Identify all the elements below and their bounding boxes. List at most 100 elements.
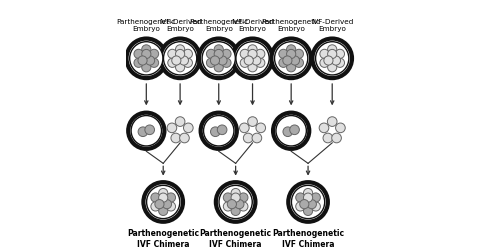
Circle shape <box>275 43 308 76</box>
Circle shape <box>134 59 143 68</box>
Circle shape <box>141 64 151 73</box>
Circle shape <box>328 50 337 59</box>
Circle shape <box>176 64 185 73</box>
Circle shape <box>223 202 233 211</box>
Circle shape <box>159 193 168 202</box>
Circle shape <box>128 113 165 149</box>
Circle shape <box>313 39 352 79</box>
Circle shape <box>304 189 313 198</box>
Circle shape <box>235 200 244 209</box>
Circle shape <box>231 189 240 198</box>
Circle shape <box>162 200 172 209</box>
Circle shape <box>145 125 154 135</box>
Circle shape <box>283 57 292 66</box>
Circle shape <box>171 134 180 143</box>
Circle shape <box>141 46 151 55</box>
Circle shape <box>211 57 219 66</box>
Circle shape <box>159 206 168 216</box>
Circle shape <box>231 193 240 202</box>
Circle shape <box>332 134 341 143</box>
Circle shape <box>127 39 166 79</box>
Circle shape <box>316 43 349 76</box>
Circle shape <box>151 193 160 202</box>
Circle shape <box>146 186 180 219</box>
Circle shape <box>176 117 185 127</box>
Circle shape <box>294 59 304 68</box>
Circle shape <box>256 59 265 68</box>
Circle shape <box>247 117 257 127</box>
Circle shape <box>231 206 240 216</box>
Circle shape <box>222 59 231 68</box>
Circle shape <box>143 182 183 222</box>
Text: Parthenogenetic
IVF Chimera: Parthenogenetic IVF Chimera <box>127 228 199 248</box>
Circle shape <box>214 50 223 59</box>
Circle shape <box>323 134 333 143</box>
Circle shape <box>279 59 288 68</box>
Circle shape <box>283 128 293 137</box>
Circle shape <box>311 202 320 211</box>
Circle shape <box>183 59 192 68</box>
Circle shape <box>207 50 215 59</box>
Circle shape <box>248 64 257 73</box>
Circle shape <box>141 50 151 59</box>
Circle shape <box>324 57 333 66</box>
Circle shape <box>204 116 234 146</box>
Circle shape <box>214 64 223 73</box>
Circle shape <box>256 50 265 59</box>
Circle shape <box>160 39 200 79</box>
Circle shape <box>166 202 176 211</box>
Circle shape <box>276 116 306 146</box>
Circle shape <box>240 59 249 68</box>
Circle shape <box>248 46 257 55</box>
Circle shape <box>219 186 252 219</box>
Text: Parthenogenetic
IVF Chimera: Parthenogenetic IVF Chimera <box>200 228 272 248</box>
Circle shape <box>335 59 345 68</box>
Circle shape <box>179 134 189 143</box>
Circle shape <box>166 193 176 202</box>
Circle shape <box>149 50 159 59</box>
Circle shape <box>155 200 164 209</box>
Circle shape <box>159 189 168 198</box>
Circle shape <box>168 59 177 68</box>
Circle shape <box>217 125 227 135</box>
Circle shape <box>335 50 345 59</box>
Circle shape <box>222 50 231 59</box>
Circle shape <box>167 123 176 133</box>
Circle shape <box>286 46 296 55</box>
Circle shape <box>134 50 143 59</box>
Circle shape <box>291 186 325 219</box>
Circle shape <box>239 202 248 211</box>
Circle shape <box>201 113 237 149</box>
Circle shape <box>216 182 255 222</box>
Text: Parthenogenetic
Embryo: Parthenogenetic Embryo <box>117 19 176 32</box>
Circle shape <box>304 193 313 202</box>
Circle shape <box>164 43 197 76</box>
Circle shape <box>296 202 305 211</box>
Circle shape <box>149 59 159 68</box>
Circle shape <box>239 193 248 202</box>
Circle shape <box>240 123 249 133</box>
Circle shape <box>227 200 237 209</box>
Circle shape <box>290 125 299 135</box>
Circle shape <box>214 46 223 55</box>
Circle shape <box>223 193 233 202</box>
Circle shape <box>131 116 162 146</box>
Circle shape <box>236 43 269 76</box>
Circle shape <box>311 193 320 202</box>
Circle shape <box>252 134 262 143</box>
Circle shape <box>286 64 296 73</box>
Circle shape <box>296 193 305 202</box>
Circle shape <box>151 202 160 211</box>
Circle shape <box>286 50 296 59</box>
Circle shape <box>294 50 304 59</box>
Circle shape <box>172 57 181 66</box>
Text: Parthenogenetic
Embryo: Parthenogenetic Embryo <box>262 19 321 32</box>
Circle shape <box>320 59 329 68</box>
Circle shape <box>319 123 329 133</box>
Circle shape <box>279 50 288 59</box>
Circle shape <box>176 50 185 59</box>
Circle shape <box>328 64 337 73</box>
Circle shape <box>138 57 147 66</box>
Circle shape <box>331 57 341 66</box>
Circle shape <box>199 39 239 79</box>
